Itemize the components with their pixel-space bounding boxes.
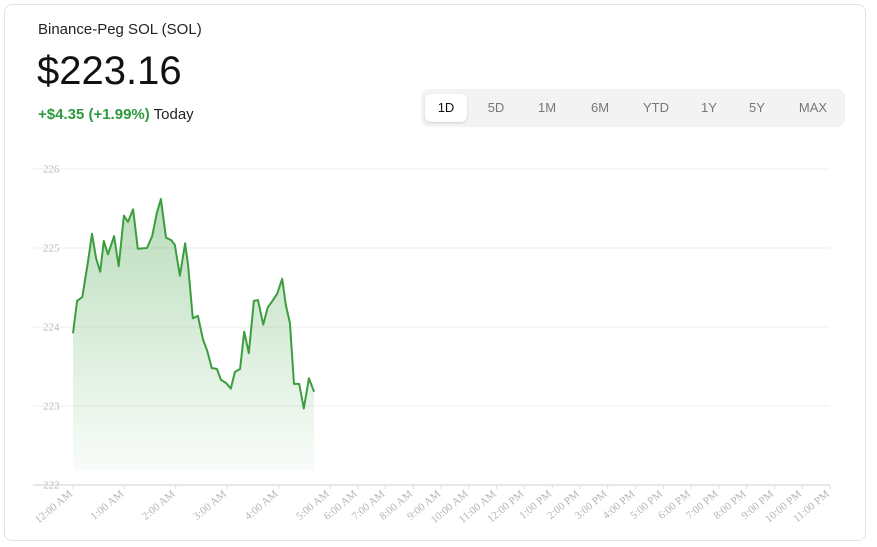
range-tab[interactable]: 1Y (701, 100, 717, 115)
range-tab[interactable]: 1M (537, 100, 557, 115)
period: Today (153, 106, 194, 123)
x-tick-label: 1:00 AM (88, 488, 126, 523)
price: $223.16 (37, 49, 182, 93)
y-tick-label: 225 (43, 243, 60, 255)
x-tick-label: 4:00 AM (243, 488, 281, 523)
change-row: +$4.35 (+1.99%) Today (38, 106, 194, 123)
y-tick-label: 226 (43, 164, 60, 176)
line (72, 198, 316, 410)
card: Binance-Peg SOL (SOL) $223.16 +$4.35 (+1… (4, 4, 866, 541)
x-tick-label: 12:00 AM (33, 488, 75, 526)
range-tab[interactable]: 5D (487, 100, 505, 115)
x-tick-label: 3:00 AM (191, 488, 229, 523)
asset-title: Binance-Peg SOL (SOL) (38, 21, 202, 38)
y-tick-label: 223 (43, 401, 60, 413)
range-tab[interactable]: YTD (643, 100, 669, 115)
area (73, 199, 315, 471)
range-tab[interactable]: 1D (425, 94, 467, 122)
y-tick-label: 224 (43, 322, 60, 334)
y-tick-label: 222 (43, 480, 60, 492)
price-change: +$4.35 (+1.99%) (38, 106, 150, 123)
range-tab[interactable]: MAX (798, 100, 828, 115)
range-tab[interactable]: 5Y (749, 100, 765, 115)
range-tab[interactable]: 6M (590, 100, 610, 115)
x-tick-label: 2:00 AM (140, 488, 178, 523)
range-tabs: 1D 5D 1M 6M YTD 1Y 5Y MAX (421, 89, 845, 127)
